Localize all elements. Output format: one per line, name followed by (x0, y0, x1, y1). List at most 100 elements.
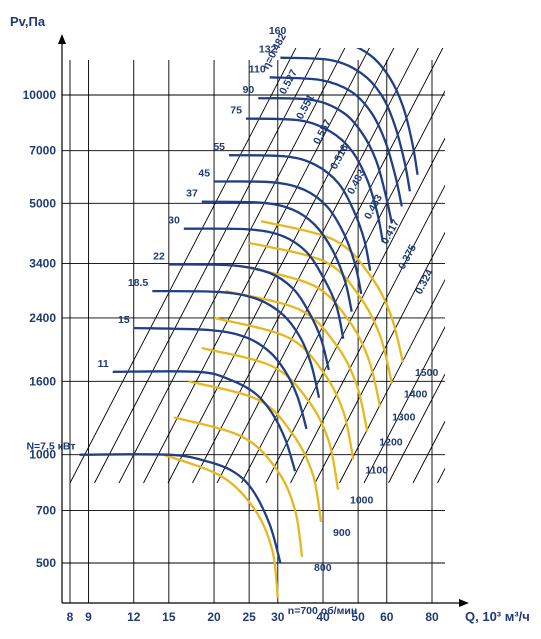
power-curve-7.5 (79, 453, 282, 564)
y-tick-label: 2400 (29, 311, 56, 325)
power-curve-55 (228, 154, 372, 271)
efficiency-label-1: 0.527 (277, 67, 300, 96)
y-tick-label: 5000 (29, 196, 56, 210)
speed-label-1000: 1000 (350, 495, 374, 507)
power-curve-37 (201, 200, 353, 312)
system-line (511, 40, 541, 483)
x-tick-label: 15 (162, 610, 176, 624)
x-tick-label: 80 (425, 610, 439, 624)
system-line (118, 48, 346, 484)
y-tick-label: 700 (36, 503, 56, 517)
y-tick-label: 7000 (29, 144, 56, 158)
power-label-15: 15 (118, 314, 130, 326)
system-line (314, 231, 445, 484)
system-line (241, 90, 445, 484)
power-label-90: 90 (243, 84, 255, 96)
x-tick-label: 9 (85, 610, 92, 624)
speed-label-900: 900 (333, 527, 351, 539)
power-label-132: 132 (259, 44, 277, 56)
system-line (69, 48, 297, 484)
speed-curve-800 (173, 416, 304, 558)
x-axis-title: Q, 10³ м³/ч (465, 609, 530, 624)
system-line (363, 326, 445, 484)
system-line (192, 48, 419, 484)
power-curve-30 (183, 227, 345, 340)
efficiency-label-9: 0.324 (413, 267, 436, 296)
speed-curve-1400 (248, 241, 394, 384)
efficiency-label-4: 0.516 (328, 142, 351, 171)
power-curve-110 (269, 76, 403, 207)
power-label-7.5: N=7,5 кВт (26, 441, 75, 453)
power-label-110: 110 (249, 63, 266, 75)
y-tick-label: 1000 (29, 448, 56, 462)
speed-curve-1000 (201, 346, 340, 490)
power-curve-15 (133, 326, 308, 430)
y-tick-label: 1600 (29, 374, 56, 388)
y-axis-title: Pv,Па (10, 14, 46, 29)
power-curve-11 (112, 370, 297, 472)
power-curves (79, 48, 419, 564)
power-label-18.5: 18.5 (128, 277, 149, 289)
y-tick-label: 3400 (29, 257, 56, 271)
power-label-55: 55 (213, 141, 225, 153)
system-line (487, 40, 541, 483)
power-label-75: 75 (230, 105, 242, 117)
x-tick-label: 40 (316, 610, 330, 624)
x-tick-label: 25 (242, 610, 256, 624)
speed-label-800: 800 (314, 562, 332, 574)
system-line (94, 48, 321, 484)
power-label-22: 22 (153, 250, 165, 262)
y-tick-label: 500 (36, 556, 56, 570)
x-tick-label: 8 (67, 610, 74, 624)
x-tick-label: 12 (127, 610, 141, 624)
speed-label-1200: 1200 (379, 437, 403, 449)
speed-curve-1200 (225, 289, 369, 432)
y-tick-label: 10000 (23, 88, 57, 102)
power-curve-18.5 (152, 289, 321, 398)
grid (62, 60, 445, 603)
efficiency-label-7: 0.417 (379, 217, 402, 246)
power-curve-45 (214, 180, 363, 295)
power-label-160: 160 (269, 25, 287, 37)
power-label-45: 45 (198, 167, 210, 179)
system-line (536, 40, 541, 483)
y-axis-arrow (58, 34, 66, 44)
system-line (290, 184, 445, 484)
power-curve-90 (258, 97, 394, 224)
system-line (437, 467, 445, 484)
x-tick-label: 20 (207, 610, 221, 624)
efficiency-label-2: 0.551 (294, 92, 317, 121)
x-tick-label: 50 (351, 610, 365, 624)
speed-curve-900 (188, 380, 323, 523)
x-tick-label: 30 (271, 610, 285, 624)
system-line (462, 40, 541, 483)
efficiency-lines (69, 40, 541, 484)
power-curve-160 (355, 48, 419, 175)
system-line (216, 48, 444, 484)
system-line (143, 48, 370, 484)
power-curve-75 (245, 117, 384, 243)
speed-curve-1500 (260, 219, 405, 363)
speed-label-1100: 1100 (365, 464, 388, 476)
axes: 8 9 12 15 20 25 30 40 50 60 80 500 700 1000 1600 2400 34… (10, 14, 530, 624)
speed-curve-1100 (213, 316, 355, 460)
speed-label-1500: 1500 (415, 367, 439, 379)
speed-label-700: n=700 об/мин (288, 605, 357, 617)
speed-curves (163, 219, 405, 599)
speed-curve-700 (163, 453, 279, 599)
system-line (339, 278, 445, 484)
system-line (167, 48, 395, 484)
x-axis-arrow (459, 599, 469, 607)
speed-curve-1300 (239, 264, 382, 407)
system-line (388, 373, 445, 484)
speed-label-1400: 1400 (404, 388, 428, 400)
power-label-37: 37 (186, 188, 198, 200)
efficiency-label-8: 0.375 (396, 242, 419, 271)
power-label-30: 30 (168, 215, 180, 227)
power-curve-22 (168, 263, 330, 371)
power-label-11: 11 (98, 358, 109, 370)
system-line (265, 137, 445, 484)
x-tick-label: 60 (380, 610, 394, 624)
